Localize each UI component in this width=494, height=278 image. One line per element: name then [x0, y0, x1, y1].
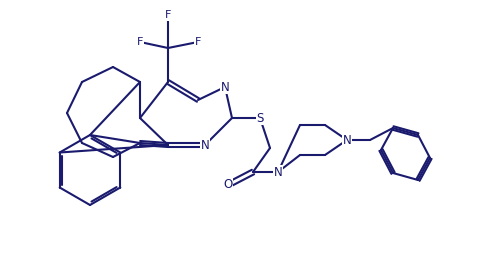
Text: F: F: [195, 37, 201, 47]
Text: F: F: [165, 10, 171, 20]
Text: N: N: [201, 138, 209, 152]
Text: F: F: [137, 37, 143, 47]
Text: N: N: [343, 133, 351, 147]
Text: O: O: [223, 178, 233, 192]
Text: N: N: [221, 81, 229, 93]
Text: S: S: [256, 111, 264, 125]
Text: N: N: [274, 165, 283, 178]
